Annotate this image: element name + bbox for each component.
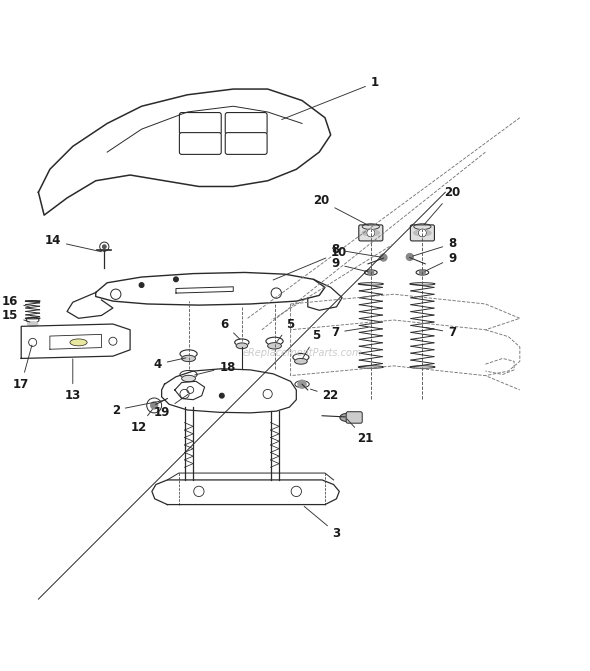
Ellipse shape [182, 375, 195, 382]
Text: 5: 5 [276, 317, 295, 342]
Circle shape [298, 380, 306, 389]
Circle shape [368, 270, 373, 275]
Text: 16: 16 [2, 295, 30, 307]
Text: 7: 7 [425, 326, 456, 339]
Ellipse shape [70, 339, 87, 346]
Circle shape [380, 254, 387, 261]
Text: 22: 22 [310, 389, 339, 402]
Ellipse shape [340, 414, 353, 421]
Circle shape [103, 245, 106, 248]
Text: 7: 7 [331, 326, 368, 339]
Text: 3: 3 [304, 507, 340, 539]
Circle shape [173, 277, 178, 282]
Circle shape [150, 402, 158, 409]
FancyBboxPatch shape [225, 133, 267, 154]
Text: 14: 14 [44, 234, 101, 252]
Circle shape [407, 254, 413, 260]
Text: 10: 10 [273, 246, 348, 280]
Text: 20: 20 [313, 195, 368, 225]
Text: 21: 21 [347, 419, 373, 445]
Text: 15: 15 [2, 309, 30, 322]
Text: 8: 8 [412, 238, 456, 256]
Text: 9: 9 [331, 258, 368, 272]
Text: 17: 17 [13, 345, 32, 391]
FancyBboxPatch shape [225, 113, 267, 134]
Text: 2: 2 [112, 400, 165, 417]
Text: 6: 6 [221, 317, 240, 340]
Ellipse shape [236, 343, 248, 349]
Text: 5: 5 [302, 329, 320, 359]
Text: 9: 9 [425, 252, 456, 271]
Ellipse shape [362, 230, 379, 236]
Ellipse shape [414, 230, 431, 236]
FancyBboxPatch shape [346, 412, 362, 423]
Text: 12: 12 [130, 409, 152, 433]
Circle shape [418, 229, 427, 237]
Text: 19: 19 [153, 395, 188, 419]
Text: 13: 13 [65, 359, 81, 402]
Circle shape [219, 393, 224, 398]
Ellipse shape [294, 358, 307, 364]
FancyBboxPatch shape [359, 225, 383, 241]
Text: 8: 8 [331, 243, 381, 257]
Ellipse shape [28, 322, 38, 326]
Text: 20: 20 [424, 186, 460, 225]
FancyBboxPatch shape [179, 113, 221, 134]
Circle shape [419, 270, 425, 275]
Ellipse shape [182, 355, 195, 362]
Ellipse shape [268, 343, 281, 349]
Circle shape [367, 229, 375, 237]
Circle shape [139, 282, 144, 287]
Text: 1: 1 [281, 76, 379, 119]
FancyBboxPatch shape [179, 133, 221, 154]
Text: 4: 4 [153, 358, 186, 370]
FancyBboxPatch shape [411, 225, 434, 241]
Text: 18: 18 [195, 360, 236, 375]
Text: eReplacementParts.com: eReplacementParts.com [242, 348, 362, 358]
